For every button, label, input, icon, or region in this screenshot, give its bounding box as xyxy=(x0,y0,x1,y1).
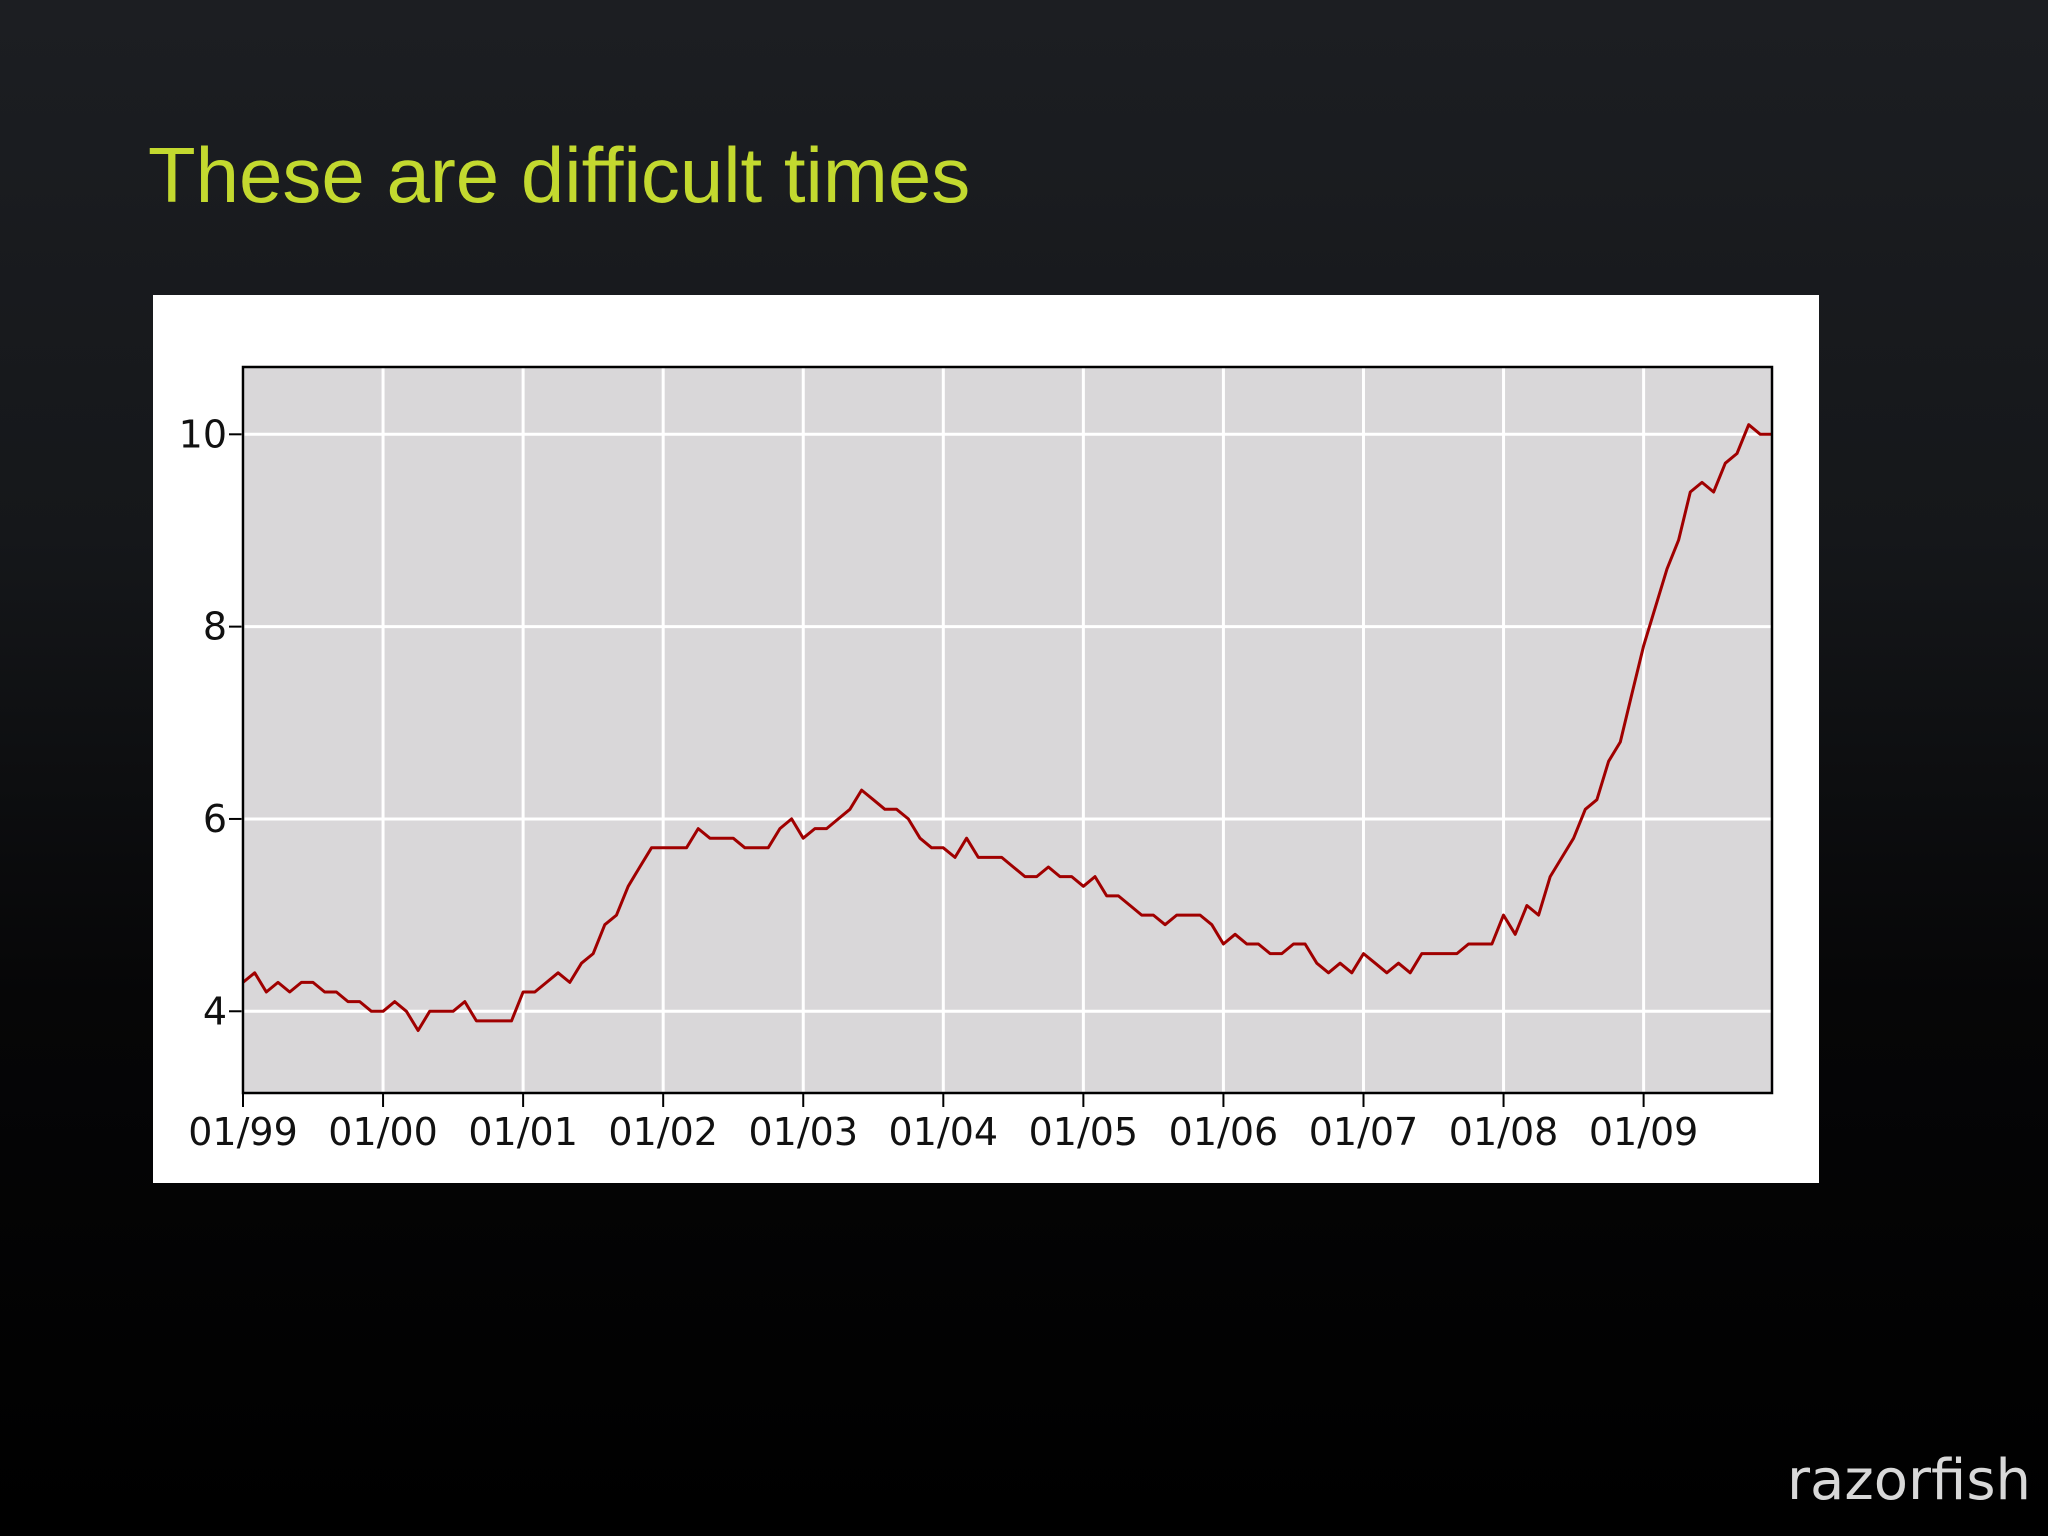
x-tick-label: 01/00 xyxy=(328,1110,438,1154)
x-tick-label: 01/09 xyxy=(1589,1110,1699,1154)
x-tick-label: 01/03 xyxy=(748,1110,858,1154)
plot-area xyxy=(243,367,1772,1093)
x-tick-label: 01/99 xyxy=(188,1110,298,1154)
data-line xyxy=(242,423,1772,1032)
x-tick-label: 01/08 xyxy=(1449,1110,1559,1154)
plot-border xyxy=(241,365,1774,1095)
slide-title: These are difficult times xyxy=(148,131,970,219)
x-tick-label: 01/05 xyxy=(1029,1110,1139,1154)
logo: razorfish xyxy=(1787,1448,2031,1513)
x-tick-label: 01/07 xyxy=(1309,1110,1419,1154)
y-tick-label: 4 xyxy=(203,989,227,1033)
x-tick-label: 01/04 xyxy=(889,1110,999,1154)
x-tick-label: 01/02 xyxy=(608,1110,718,1154)
x-tick-label: 01/06 xyxy=(1169,1110,1279,1154)
x-tick-label: 01/01 xyxy=(468,1110,578,1154)
y-tick-label: 8 xyxy=(203,605,227,649)
plot: 4 6 8 10 01/99 01/00 01/01 01/02 01/03 01/04 01/05… xyxy=(179,367,1772,1154)
y-tick-label: 10 xyxy=(179,412,227,456)
y-tick-label: 6 xyxy=(203,797,227,841)
